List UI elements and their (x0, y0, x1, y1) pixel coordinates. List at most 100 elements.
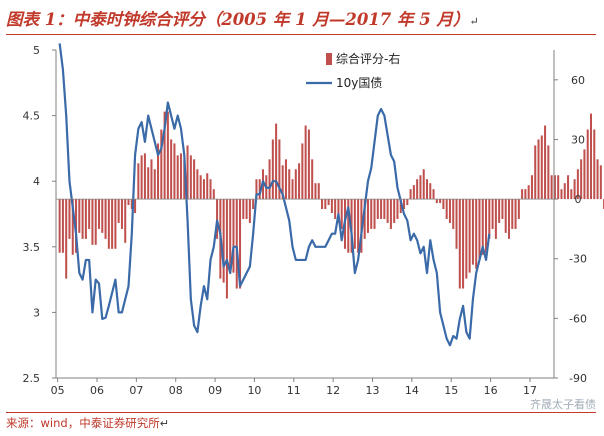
bars-layer (58, 111, 604, 299)
score-bar (481, 199, 484, 255)
score-bar (478, 199, 481, 259)
score-bar (216, 199, 219, 239)
score-bar (376, 199, 379, 219)
score-bar (550, 175, 553, 200)
x-tick-label: 10 (247, 384, 261, 397)
score-bar (517, 199, 520, 219)
score-bar (202, 179, 205, 200)
score-bar (432, 189, 435, 200)
score-bar (91, 199, 94, 245)
legend-label: 综合评分-右 (336, 51, 400, 66)
x-tick-label: 08 (169, 384, 183, 397)
source-text: 来源：wind，中泰证券研究所 (6, 416, 160, 430)
x-tick-label: 05 (51, 384, 65, 397)
line-layer (58, 43, 491, 347)
score-bar (209, 179, 212, 200)
score-bar (403, 199, 406, 210)
score-bar (389, 199, 392, 229)
y-left-tick-label: 4 (33, 175, 40, 188)
score-bar (439, 199, 442, 204)
score-bar (527, 185, 530, 200)
score-bar (383, 199, 386, 219)
score-bar (557, 175, 560, 200)
score-bar (117, 199, 120, 223)
score-bar (101, 199, 104, 233)
score-bar (524, 189, 527, 200)
score-bar (242, 199, 245, 219)
score-bar (560, 189, 563, 200)
score-bar (465, 199, 468, 279)
score-bar (222, 199, 225, 283)
y-right-tick-label: 30 (571, 133, 585, 146)
score-bar (143, 153, 146, 200)
score-bar (593, 129, 596, 200)
score-bar (278, 139, 281, 200)
score-bar (589, 113, 593, 200)
score-bar (317, 183, 320, 200)
score-bar (412, 185, 415, 200)
score-bar (160, 129, 163, 200)
return-mark: ↵ (159, 417, 169, 430)
score-bar (596, 159, 599, 200)
score-bar (189, 155, 192, 200)
yield-line (58, 43, 491, 347)
score-bar (258, 179, 261, 200)
score-bar (97, 199, 101, 229)
title-row: 图表 1：中泰时钟综合评分（2005 年 1 月—2017 年 5 月）↵ (6, 4, 598, 30)
score-bar (127, 199, 130, 206)
y-left-tick-label: 4.5 (23, 110, 41, 123)
score-bar (124, 199, 127, 243)
watermark-text: 齐晟太子看债 (530, 398, 596, 411)
score-bar (179, 153, 183, 200)
score-bar (458, 199, 461, 289)
y-right-tick-label: 60 (571, 74, 585, 87)
score-bar (140, 155, 143, 200)
score-bar (71, 199, 74, 255)
score-bar (65, 199, 68, 279)
score-bar (268, 159, 271, 200)
score-bar (448, 199, 451, 223)
score-bar (84, 199, 87, 239)
score-bar (429, 183, 432, 200)
y-left-tick-label: 3 (33, 306, 40, 319)
score-bar (485, 199, 488, 253)
legend-swatch-bar (326, 53, 332, 65)
score-bar (514, 199, 517, 229)
score-bar (567, 175, 570, 200)
score-bar (153, 169, 156, 200)
x-tick-label: 11 (287, 384, 301, 397)
legend-label: 10y国债 (336, 76, 382, 90)
score-bar (399, 199, 402, 214)
score-bar (583, 149, 586, 200)
score-bar (570, 189, 573, 200)
y-right-tick-label: -60 (569, 312, 587, 325)
score-bar (81, 199, 84, 239)
x-tick-label: 07 (129, 384, 143, 397)
chart-title: 图表 1：中泰时钟综合评分（2005 年 1 月—2017 年 5 月）↵ (6, 6, 479, 30)
score-bar (468, 199, 471, 273)
source-rule (6, 412, 596, 413)
y-left-tick-label: 5 (33, 44, 40, 57)
score-bar (488, 199, 491, 239)
score-bar (186, 145, 189, 200)
score-bar (252, 199, 255, 210)
score-bar (511, 199, 514, 229)
score-bar (471, 199, 474, 265)
score-bar (370, 199, 373, 229)
title-rule (6, 34, 596, 35)
score-bar (229, 199, 232, 273)
score-bar (409, 189, 412, 200)
score-bar (380, 199, 383, 219)
score-bar (363, 199, 366, 239)
score-bar (94, 199, 97, 245)
score-bar (504, 199, 507, 233)
x-tick-label: 12 (326, 384, 340, 397)
score-bar (425, 179, 429, 200)
chart-title-text: 图表 1：中泰时钟综合评分（2005 年 1 月—2017 年 5 月） (6, 10, 470, 29)
x-tick-label: 09 (208, 384, 222, 397)
y-left-tick-label: 3.5 (23, 241, 41, 254)
score-bar (307, 129, 310, 200)
score-bar (327, 199, 330, 206)
score-bar (271, 139, 274, 200)
score-bar (239, 199, 242, 289)
